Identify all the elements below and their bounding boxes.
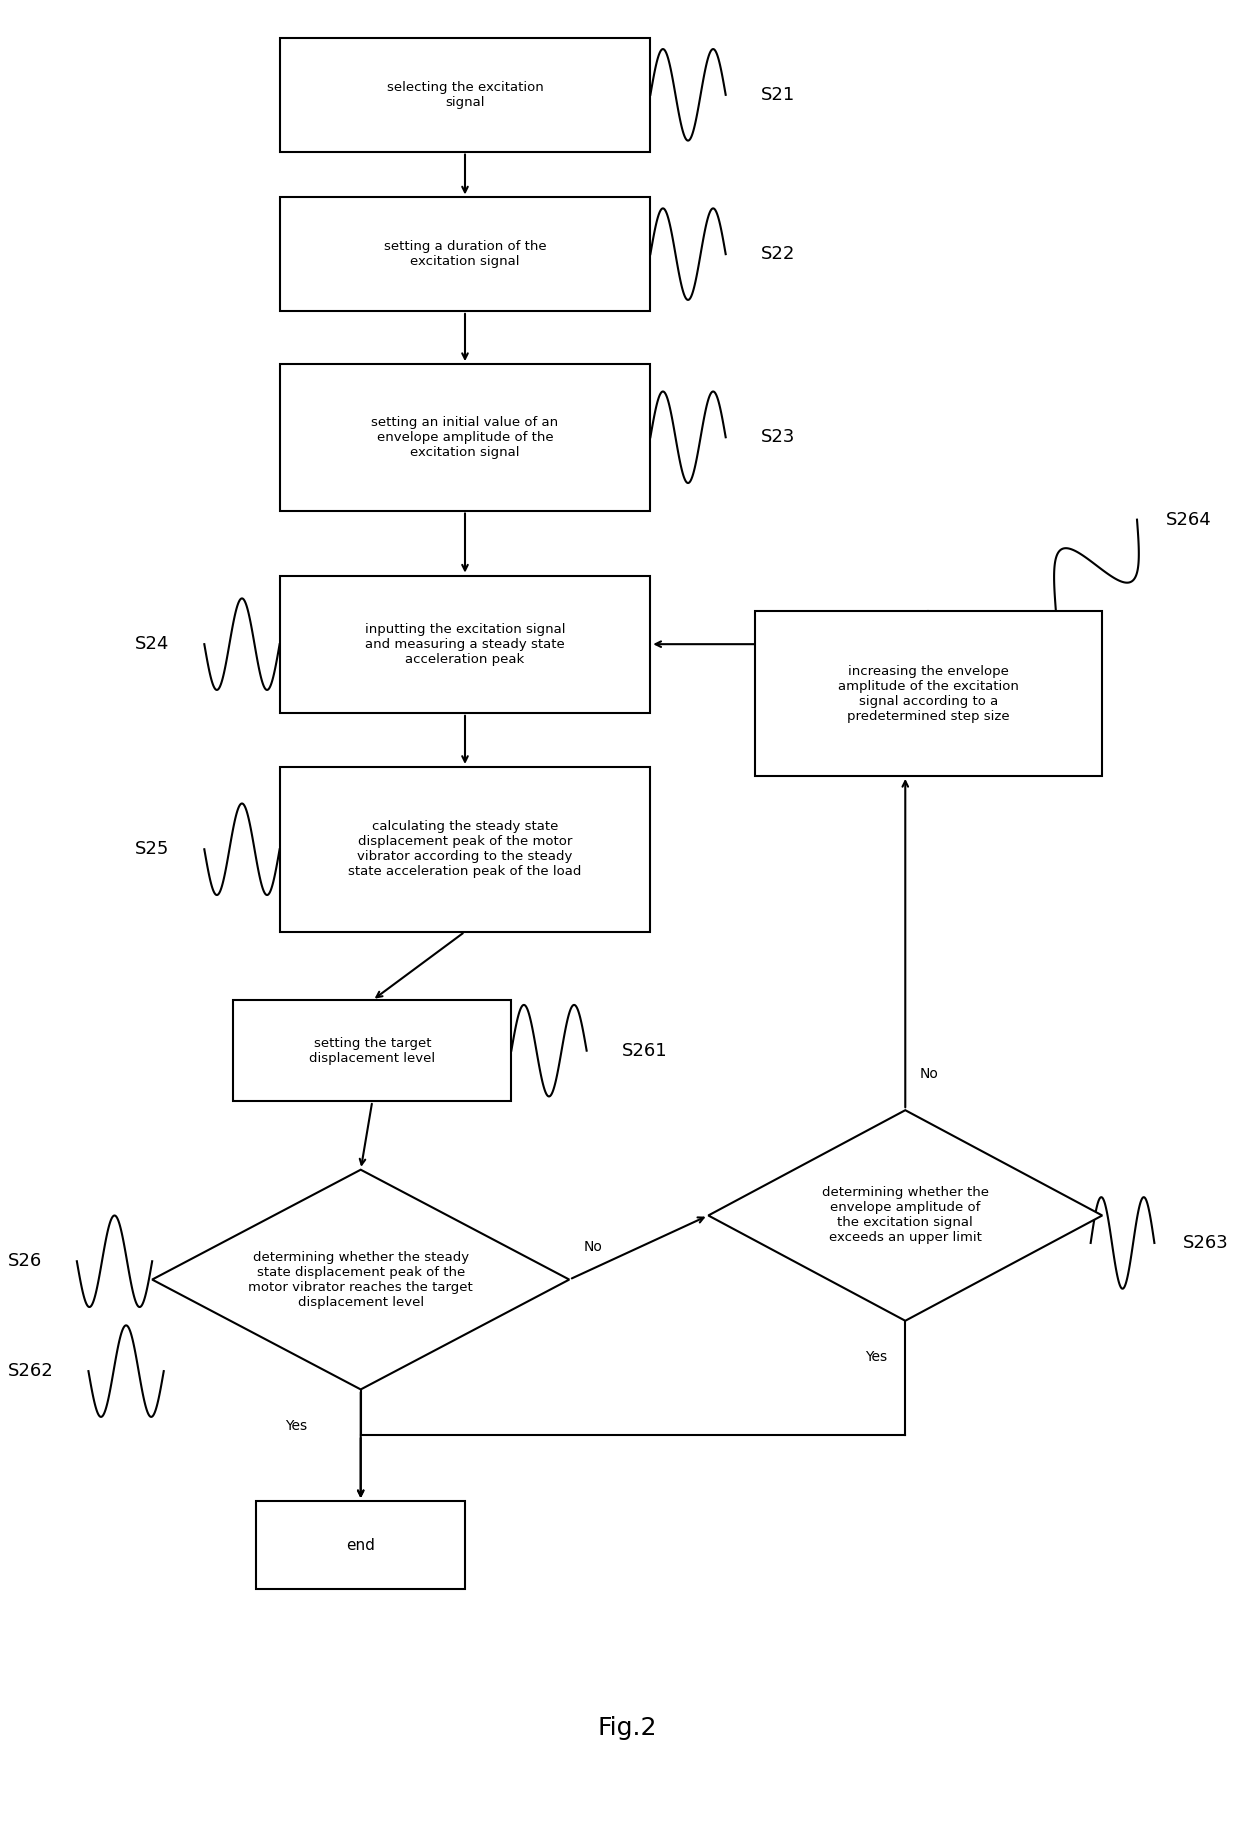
FancyBboxPatch shape [233,1000,511,1101]
Text: determining whether the
envelope amplitude of
the excitation signal
exceeds an u: determining whether the envelope amplitu… [822,1186,988,1245]
FancyBboxPatch shape [257,1502,465,1589]
FancyBboxPatch shape [755,611,1102,777]
Text: inputting the excitation signal
and measuring a steady state
acceleration peak: inputting the excitation signal and meas… [365,622,565,666]
Text: S263: S263 [1183,1234,1229,1253]
FancyBboxPatch shape [279,576,651,712]
FancyBboxPatch shape [279,363,651,511]
Text: S26: S26 [7,1253,42,1269]
Text: S264: S264 [1166,511,1211,530]
Text: S25: S25 [135,839,170,858]
Text: S21: S21 [760,87,795,103]
FancyBboxPatch shape [279,768,651,932]
FancyBboxPatch shape [279,197,651,312]
Text: setting the target
displacement level: setting the target displacement level [309,1037,435,1065]
Polygon shape [708,1111,1102,1321]
Text: No: No [583,1240,603,1253]
Polygon shape [153,1170,569,1389]
Text: Fig.2: Fig.2 [598,1716,657,1740]
Text: S262: S262 [7,1362,53,1380]
Text: calculating the steady state
displacement peak of the motor
vibrator according t: calculating the steady state displacemen… [348,821,582,878]
Text: selecting the excitation
signal: selecting the excitation signal [387,81,543,109]
Text: Yes: Yes [285,1419,308,1434]
Text: end: end [346,1537,376,1553]
Text: increasing the envelope
amplitude of the excitation
signal according to a
predet: increasing the envelope amplitude of the… [838,664,1019,723]
FancyBboxPatch shape [279,39,651,151]
Text: determining whether the steady
state displacement peak of the
motor vibrator rea: determining whether the steady state dis… [248,1251,474,1308]
Text: Yes: Yes [864,1351,887,1365]
Text: S24: S24 [135,635,170,653]
Text: S22: S22 [760,245,795,264]
Text: setting an initial value of an
envelope amplitude of the
excitation signal: setting an initial value of an envelope … [372,415,558,459]
Text: setting a duration of the
excitation signal: setting a duration of the excitation sig… [383,240,547,268]
Text: S261: S261 [621,1042,667,1059]
Text: S23: S23 [760,428,795,446]
Text: No: No [919,1066,937,1081]
